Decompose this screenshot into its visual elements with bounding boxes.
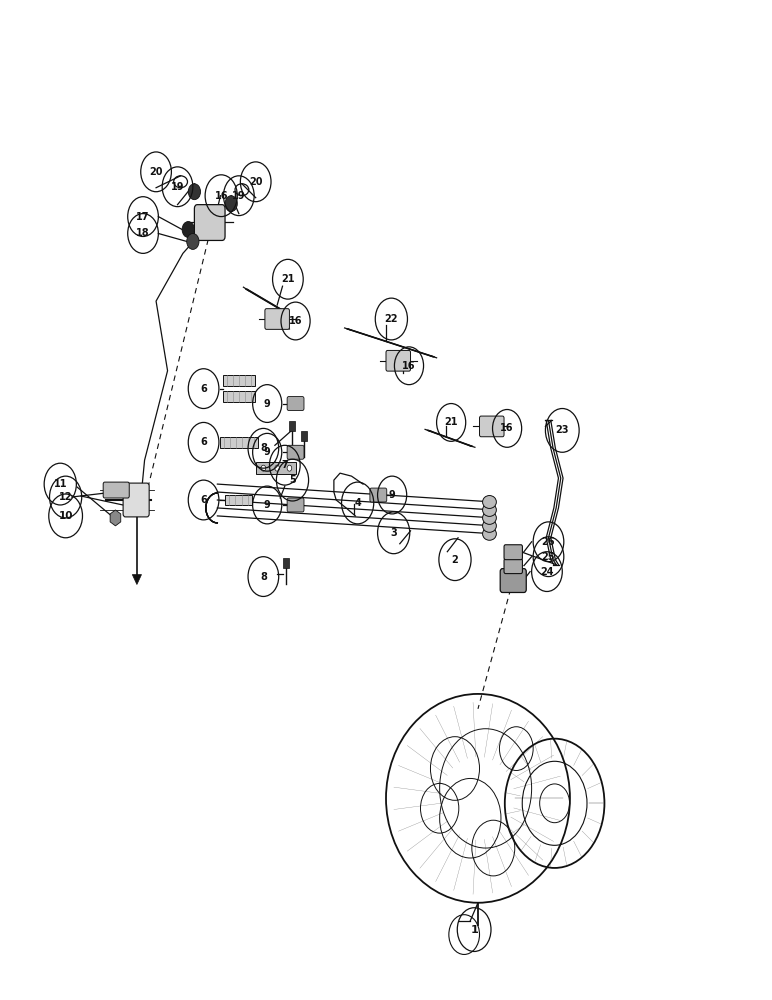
FancyBboxPatch shape — [370, 488, 387, 502]
Text: 11: 11 — [53, 479, 67, 489]
Ellipse shape — [482, 527, 496, 540]
Circle shape — [182, 222, 195, 237]
Text: 6: 6 — [200, 384, 207, 394]
Text: 1: 1 — [470, 925, 478, 935]
FancyBboxPatch shape — [195, 205, 225, 240]
FancyBboxPatch shape — [287, 445, 304, 459]
Circle shape — [261, 465, 266, 471]
Text: 8: 8 — [260, 443, 267, 453]
Text: 20: 20 — [249, 177, 262, 187]
FancyBboxPatch shape — [220, 437, 258, 448]
FancyBboxPatch shape — [103, 482, 129, 498]
Ellipse shape — [482, 503, 496, 516]
FancyBboxPatch shape — [289, 421, 295, 431]
Text: 6: 6 — [200, 437, 207, 447]
Text: 20: 20 — [149, 167, 163, 177]
FancyBboxPatch shape — [287, 498, 304, 512]
FancyBboxPatch shape — [223, 375, 255, 386]
Ellipse shape — [482, 511, 496, 524]
Text: 12: 12 — [59, 492, 73, 502]
FancyBboxPatch shape — [479, 416, 504, 437]
Text: 8: 8 — [260, 572, 267, 582]
Text: 16: 16 — [289, 316, 303, 326]
Text: 21: 21 — [281, 274, 295, 284]
FancyBboxPatch shape — [123, 483, 149, 517]
Text: 19: 19 — [232, 191, 245, 201]
Text: 16: 16 — [402, 361, 416, 371]
FancyBboxPatch shape — [223, 391, 255, 402]
Text: 23: 23 — [556, 425, 569, 435]
Text: 18: 18 — [136, 228, 150, 238]
Circle shape — [275, 465, 279, 471]
FancyBboxPatch shape — [225, 495, 252, 505]
Polygon shape — [132, 575, 141, 585]
FancyBboxPatch shape — [504, 559, 523, 574]
FancyBboxPatch shape — [283, 558, 290, 568]
Circle shape — [188, 184, 201, 200]
Text: 9: 9 — [264, 447, 270, 457]
Ellipse shape — [482, 496, 496, 508]
Text: 7: 7 — [282, 460, 288, 470]
Circle shape — [187, 233, 199, 249]
Text: 25: 25 — [542, 552, 555, 562]
FancyBboxPatch shape — [265, 309, 290, 329]
FancyBboxPatch shape — [301, 431, 307, 441]
Circle shape — [225, 196, 237, 212]
Text: 10: 10 — [59, 511, 73, 521]
Text: 17: 17 — [137, 212, 150, 222]
Text: 9: 9 — [264, 500, 270, 510]
Text: 26: 26 — [542, 537, 555, 547]
FancyBboxPatch shape — [287, 397, 304, 410]
Text: 6: 6 — [200, 495, 207, 505]
Text: 2: 2 — [452, 555, 459, 565]
FancyBboxPatch shape — [500, 569, 527, 592]
FancyBboxPatch shape — [256, 462, 296, 474]
FancyBboxPatch shape — [386, 350, 411, 371]
Text: 16: 16 — [500, 423, 514, 433]
Text: 5: 5 — [290, 475, 296, 485]
Text: 4: 4 — [354, 498, 361, 508]
Ellipse shape — [482, 519, 496, 532]
Text: 9: 9 — [389, 490, 395, 500]
Text: 3: 3 — [391, 528, 397, 538]
FancyBboxPatch shape — [504, 545, 523, 560]
Text: 19: 19 — [171, 182, 185, 192]
Text: 9: 9 — [264, 399, 270, 409]
Text: 21: 21 — [445, 417, 458, 427]
Text: 22: 22 — [384, 314, 398, 324]
Circle shape — [287, 465, 292, 471]
Text: 16: 16 — [215, 191, 228, 201]
Text: 24: 24 — [540, 567, 554, 577]
